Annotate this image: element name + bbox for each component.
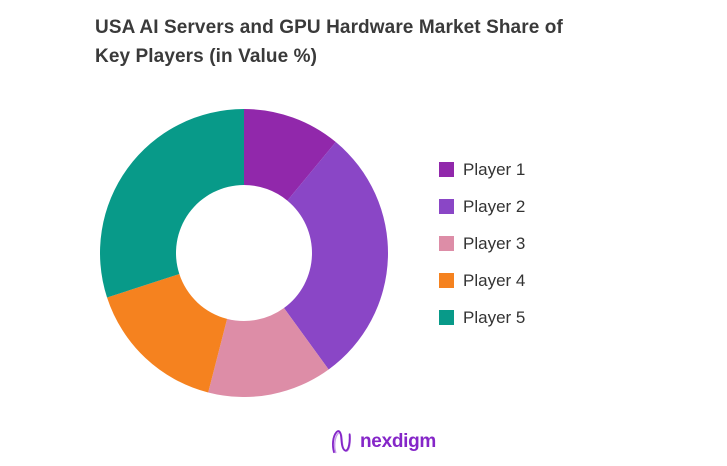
legend-swatch-player-3 [439, 236, 454, 251]
donut-svg [100, 109, 388, 397]
donut-slice-player-2 [283, 142, 388, 370]
chart-title: USA AI Servers and GPU Hardware Market S… [95, 13, 563, 71]
donut-slice-player-4 [107, 274, 228, 393]
legend-item-player-2: Player 2 [439, 196, 526, 216]
nexdigm-logo-text: nexdigm [360, 430, 437, 452]
legend-label-player-2: Player 2 [463, 196, 526, 216]
legend-label-player-5: Player 5 [463, 307, 526, 327]
legend-label-player-4: Player 4 [463, 270, 526, 290]
legend-label-player-3: Player 3 [463, 233, 526, 253]
chart-title-line2: Key Players (in Value %) [95, 46, 318, 67]
legend-swatch-player-2 [439, 199, 454, 214]
chart-title-line1: USA AI Servers and GPU Hardware Market S… [95, 17, 563, 38]
legend-label-player-1: Player 1 [463, 159, 526, 179]
legend-item-player-5: Player 5 [439, 307, 526, 327]
donut-chart [100, 109, 388, 397]
donut-slice-player-1 [244, 109, 336, 201]
legend-item-player-4: Player 4 [439, 270, 526, 290]
legend-item-player-3: Player 3 [439, 233, 526, 253]
donut-slice-player-5 [100, 109, 244, 298]
donut-slice-player-3 [208, 308, 329, 397]
legend-swatch-player-4 [439, 273, 454, 288]
legend-swatch-player-1 [439, 162, 454, 177]
legend: Player 1 Player 2 Player 3 Player 4 Play… [439, 159, 526, 346]
legend-item-player-1: Player 1 [439, 159, 526, 179]
nexdigm-logo: nexdigm [330, 428, 436, 455]
nexdigm-n-icon [332, 430, 351, 454]
legend-swatch-player-5 [439, 310, 454, 325]
